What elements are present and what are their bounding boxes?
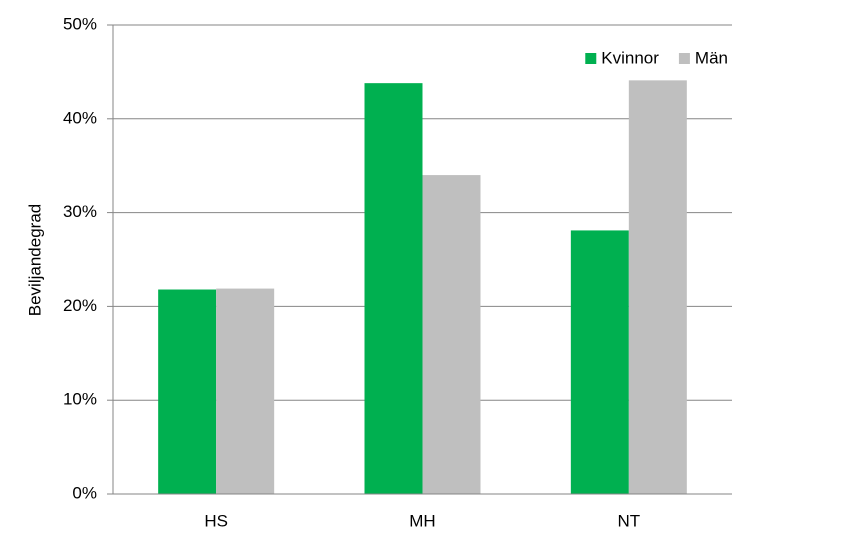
bar [422, 175, 481, 494]
bar [158, 289, 217, 494]
y-tick-label: 40% [63, 108, 97, 127]
x-tick-label: HS [204, 511, 228, 530]
legend-label: Män [695, 48, 728, 67]
x-tick-label: MH [409, 511, 435, 530]
y-axis-label: Beviljandegrad [25, 204, 44, 316]
y-tick-label: 20% [63, 296, 97, 315]
y-tick-label: 10% [63, 390, 97, 409]
bar [364, 83, 423, 494]
bar [570, 230, 629, 494]
legend-swatch [678, 53, 690, 64]
bar [628, 80, 687, 494]
y-tick-label: 30% [63, 202, 97, 221]
bar [216, 288, 275, 494]
x-tick-label: NT [617, 511, 640, 530]
legend-swatch [585, 53, 597, 64]
y-tick-label: 0% [72, 483, 97, 502]
y-tick-label: 50% [63, 14, 97, 33]
legend-label: Kvinnor [601, 48, 659, 67]
